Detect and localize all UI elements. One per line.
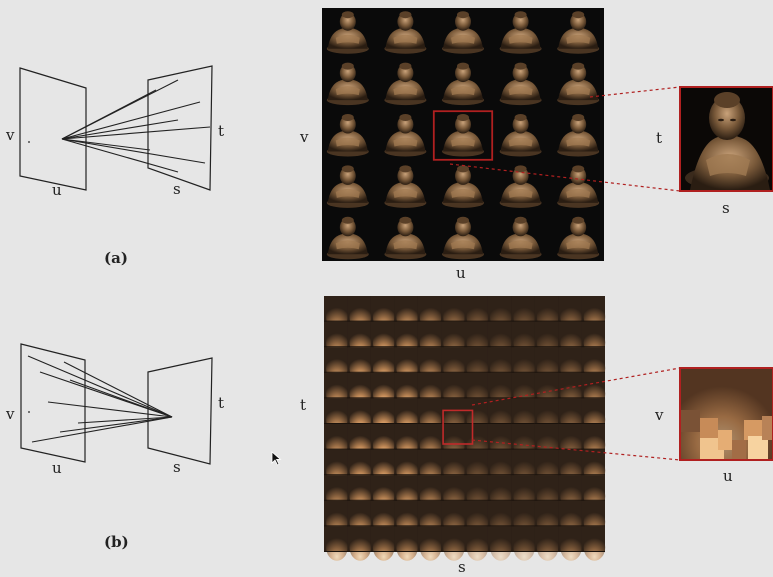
zoom-label-v-b: v	[655, 406, 664, 424]
statue-thumbnail	[442, 11, 484, 54]
ray-sample-tile	[347, 526, 372, 561]
grid-label-s-b: s	[458, 558, 466, 576]
ray-sample-tile	[511, 526, 535, 561]
statue-thumbnail	[326, 11, 369, 54]
statue-thumbnail	[442, 216, 484, 260]
label-t-right-a: t	[218, 122, 225, 140]
zoom-label-s-a: s	[722, 199, 730, 217]
ray-sample-tile	[370, 526, 395, 561]
statue-thumbnail	[557, 216, 600, 260]
uv-plane-a	[19, 67, 87, 191]
highlight-box-a	[432, 110, 494, 161]
statue-thumbnail	[384, 216, 427, 260]
grid-label-v-a: v	[300, 128, 309, 146]
zoom-label-u-b: u	[723, 467, 733, 485]
statue-thumbnail	[499, 11, 542, 54]
zoom-statue-a	[685, 92, 770, 190]
ray-sample-tile	[441, 526, 465, 561]
statue-thumbnail	[499, 62, 542, 106]
ray-sample-tile	[581, 526, 606, 561]
statue-thumbnail	[442, 114, 484, 157]
two-plane-diagram-a	[19, 65, 213, 191]
label-u-bottom-b: u	[52, 459, 62, 477]
statue-thumbnail	[557, 165, 600, 208]
zoom-label-t-a: t	[656, 129, 663, 147]
ray-sample-tile	[464, 347, 489, 382]
grid-label-t-b: t	[300, 396, 307, 414]
label-u-bottom-a: u	[52, 181, 62, 199]
ray-sample-tile	[558, 526, 582, 561]
statue-thumbnail	[326, 165, 369, 208]
label-v-left-a: v	[6, 126, 15, 144]
caption-a: (a)	[104, 249, 128, 267]
uv-plane-b	[20, 343, 86, 463]
statue-thumbnail	[326, 216, 369, 260]
st-plane-a	[147, 65, 213, 191]
rays-b	[27, 355, 173, 443]
grid-label-u-a: u	[456, 264, 466, 282]
caption-b: (b)	[104, 533, 129, 551]
statue-thumbnail	[384, 11, 427, 54]
highlight-box-b	[442, 409, 474, 445]
label-s-bottom-a: s	[173, 180, 181, 198]
ray-sample-tile	[394, 424, 418, 459]
statue-thumbnail	[442, 165, 484, 208]
statue-thumbnail	[326, 62, 369, 106]
statue-thumbnail	[557, 62, 600, 106]
rays-a	[61, 79, 211, 173]
two-plane-diagram-b	[20, 343, 213, 465]
statue-thumbnail	[384, 62, 427, 106]
st-plane-b	[147, 357, 213, 465]
zoom-connectors-b	[471, 367, 681, 461]
image-array-b	[324, 296, 606, 561]
ray-sample-tile	[394, 526, 418, 561]
ray-sample-tile	[487, 526, 512, 561]
label-t-right-b: t	[218, 394, 225, 412]
statue-thumbnail	[442, 62, 484, 106]
statue-thumbnail	[499, 114, 542, 157]
ray-sample-tile	[324, 526, 348, 561]
statue-thumbnail	[326, 114, 369, 157]
statue-thumbnail	[384, 165, 427, 208]
zoom-pixels-b	[680, 410, 773, 460]
statue-thumbnail	[499, 216, 542, 260]
statue-thumbnail	[557, 11, 600, 54]
ray-sample-tile	[417, 526, 442, 561]
ray-sample-tile	[534, 526, 559, 561]
label-v-left-b: v	[6, 405, 15, 423]
label-s-bottom-b: s	[173, 458, 181, 476]
ray-sample-tile	[464, 526, 489, 561]
statue-thumbnail	[384, 114, 427, 157]
image-array-a	[322, 8, 604, 261]
zoom-view-b	[679, 367, 773, 461]
mouse-cursor-icon	[271, 451, 282, 466]
statue-thumbnail	[557, 114, 600, 157]
zoom-view-a	[679, 86, 773, 192]
zoom-connectors-a	[449, 86, 681, 192]
